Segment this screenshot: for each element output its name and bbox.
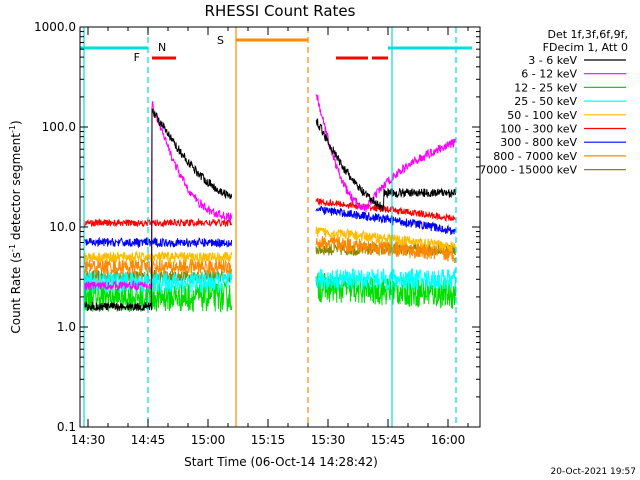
timestamp: 20-Oct-2021 19:57 (551, 467, 636, 477)
x-tick-label: 15:30 (311, 433, 346, 447)
series-line-7-seg2 (315, 236, 457, 264)
y-tick-label: 10.0 (49, 220, 76, 234)
legend: Det 1f,3f,6f,9f, FDecim 1, Att 0 3 - 6 k… (479, 28, 628, 177)
x-tick-label: 14:45 (131, 433, 166, 447)
legend-label-6: 300 - 800 keV (500, 136, 577, 149)
x-tick-label: 16:00 (431, 433, 466, 447)
y-axis: 1000.0 100.0 10.0 1.0 0.1 (34, 20, 480, 434)
flag-label-N: N (158, 41, 166, 54)
x-axis: 14:30 14:45 15:00 15:15 15:30 15:45 16:00 (71, 27, 469, 447)
series-line-1-seg2 (315, 94, 456, 213)
x-axis-label: Start Time (06-Oct-14 14:28:42) (184, 455, 378, 469)
flag-label-F: F (134, 51, 140, 64)
y-tick-label: 0.1 (57, 420, 76, 434)
chart-title: RHESSI Count Rates (205, 2, 356, 20)
series-line-5-seg1 (83, 217, 233, 228)
legend-label-2: 12 - 25 keV (514, 81, 577, 94)
x-tick-label: 14:30 (71, 433, 106, 447)
y-tick-label: 1000.0 (34, 20, 76, 34)
series-line-4-seg1 (83, 250, 233, 264)
legend-header-line-2: FDecim 1, Att 0 (543, 41, 628, 54)
y-tick-label: 1.0 (57, 320, 76, 334)
legend-label-5: 100 - 300 keV (500, 123, 577, 136)
legend-label-0: 3 - 6 keV (528, 54, 577, 67)
series-line-2-seg2 (315, 272, 457, 309)
series-line-0-seg2 (315, 118, 457, 211)
legend-label-7: 800 - 7000 keV (493, 150, 577, 163)
legend-label-3: 25 - 50 keV (514, 95, 577, 108)
y-tick-label: 100.0 (42, 120, 76, 134)
x-tick-label: 15:00 (191, 433, 226, 447)
x-tick-label: 15:45 (371, 433, 406, 447)
plot-area: N F S (80, 27, 472, 427)
series-line-0-seg1 (83, 108, 233, 312)
legend-label-1: 6 - 12 keV (521, 68, 577, 81)
series-line-6-seg2 (315, 205, 457, 235)
series-line-6-seg1 (83, 236, 233, 249)
x-tick-label: 15:15 (251, 433, 286, 447)
legend-label-4: 50 - 100 keV (507, 109, 577, 122)
series-line-3-seg2 (315, 267, 457, 292)
series-line-7-seg1 (83, 258, 233, 276)
y-axis-label: Count Rate (s-1 detector segment-1) (8, 120, 23, 333)
series-line-4-seg2 (315, 226, 457, 252)
series-line-5-seg2 (315, 197, 456, 222)
legend-label-8: 7000 - 15000 keV (479, 164, 577, 177)
series-line-2-seg1 (83, 281, 233, 314)
legend-header-line-1: Det 1f,3f,6f,9f, (547, 28, 628, 41)
flag-label-S: S (217, 34, 224, 47)
